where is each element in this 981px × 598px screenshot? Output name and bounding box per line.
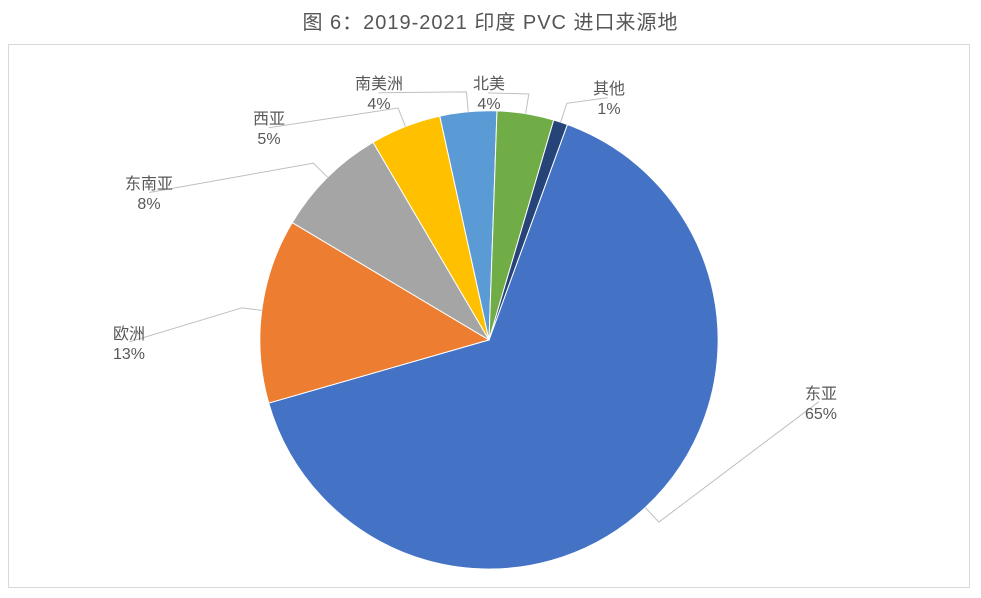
slice-label-value: 5% xyxy=(253,130,285,150)
chart-title: 图 6：2019-2021 印度 PVC 进口来源地 xyxy=(0,0,981,35)
slice-label-name: 西亚 xyxy=(253,110,285,130)
leader-line xyxy=(129,308,261,342)
slice-label-value: 65% xyxy=(805,405,837,425)
pie-chart xyxy=(9,45,969,587)
slice-label-value: 1% xyxy=(593,100,625,120)
slice-label: 北美4% xyxy=(473,75,505,115)
slice-label-name: 北美 xyxy=(473,75,505,95)
slice-label: 欧洲13% xyxy=(113,325,145,365)
chart-frame: 东亚65%欧洲13%东南亚8%西亚5%南美洲4%北美4%其他1% xyxy=(8,44,970,588)
slice-label: 南美洲4% xyxy=(355,75,403,115)
slice-label-name: 东南亚 xyxy=(125,175,173,195)
slice-label-name: 其他 xyxy=(593,80,625,100)
slice-label-value: 4% xyxy=(473,95,505,115)
slice-label-name: 东亚 xyxy=(805,385,837,405)
slice-label: 西亚5% xyxy=(253,110,285,150)
leader-line xyxy=(149,163,327,192)
slice-label-value: 13% xyxy=(113,345,145,365)
slice-label: 其他1% xyxy=(593,80,625,120)
slice-label-value: 4% xyxy=(355,95,403,115)
slice-label-name: 欧洲 xyxy=(113,325,145,345)
slice-label-value: 8% xyxy=(125,195,173,215)
slice-label: 东南亚8% xyxy=(125,175,173,215)
slice-label: 东亚65% xyxy=(805,385,837,425)
slice-label-name: 南美洲 xyxy=(355,75,403,95)
